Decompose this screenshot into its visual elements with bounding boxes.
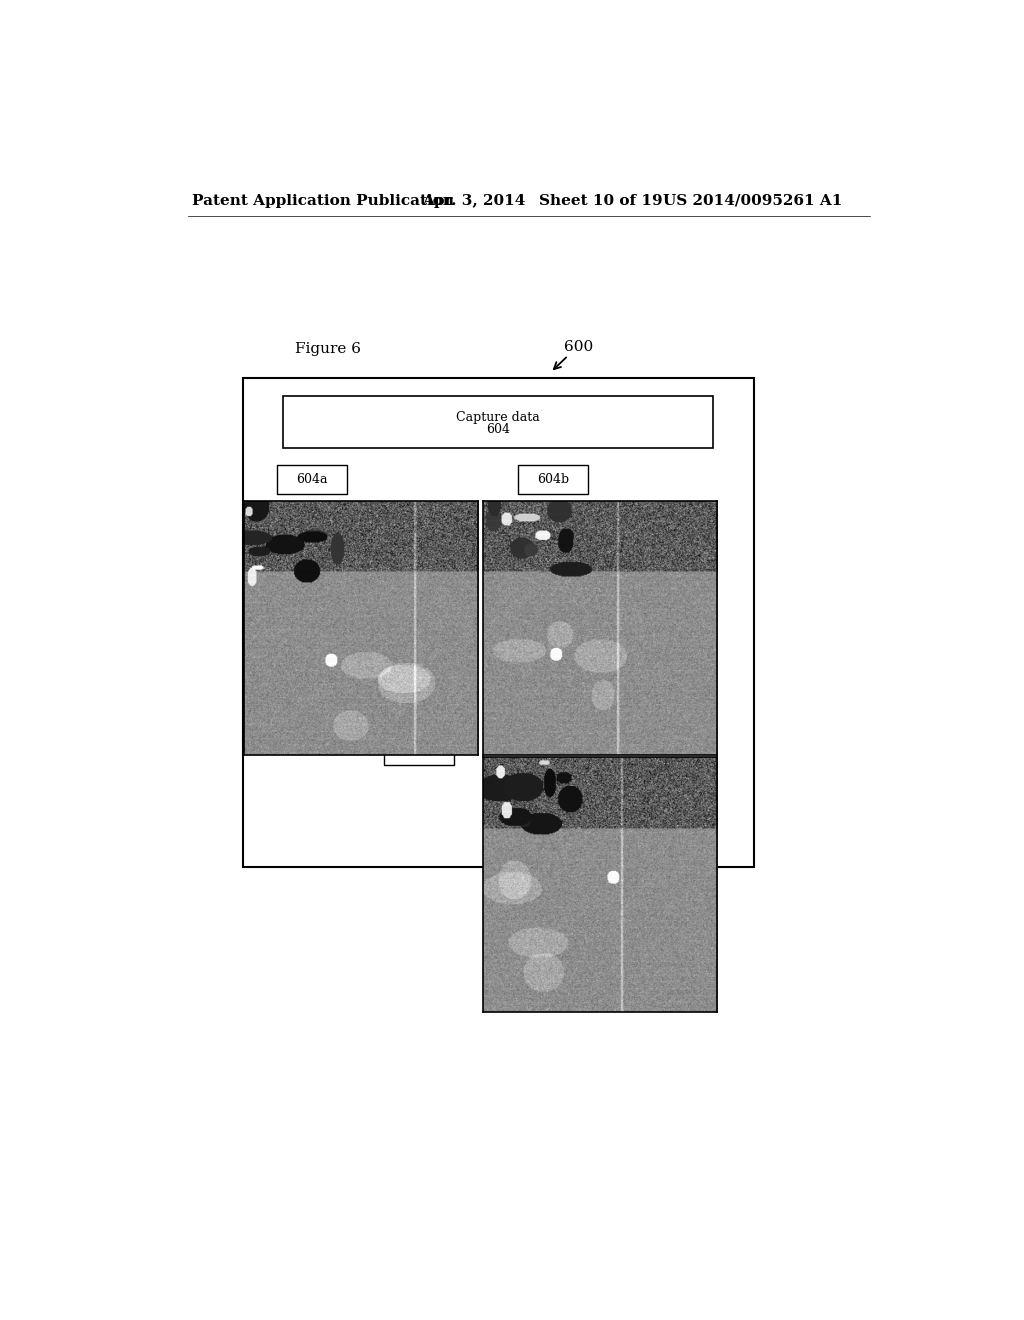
Text: 604b: 604b [537,473,568,486]
Text: Capture data: Capture data [456,412,540,425]
Text: 604: 604 [486,422,510,436]
Text: Patent Application Publication: Patent Application Publication [191,194,454,207]
Text: Figure 6: Figure 6 [295,342,360,356]
Bar [276,465,346,494]
Text: US 2014/0095261 A1: US 2014/0095261 A1 [663,194,842,207]
Text: 604a: 604a [296,473,328,486]
Text: 604c: 604c [403,744,434,758]
Text: Sheet 10 of 19: Sheet 10 of 19 [539,194,663,207]
Text: 600: 600 [563,341,593,354]
Bar [384,737,454,766]
Text: Apr. 3, 2014: Apr. 3, 2014 [423,194,526,207]
Bar [518,465,588,494]
Bar [243,378,755,867]
Bar [283,396,713,447]
